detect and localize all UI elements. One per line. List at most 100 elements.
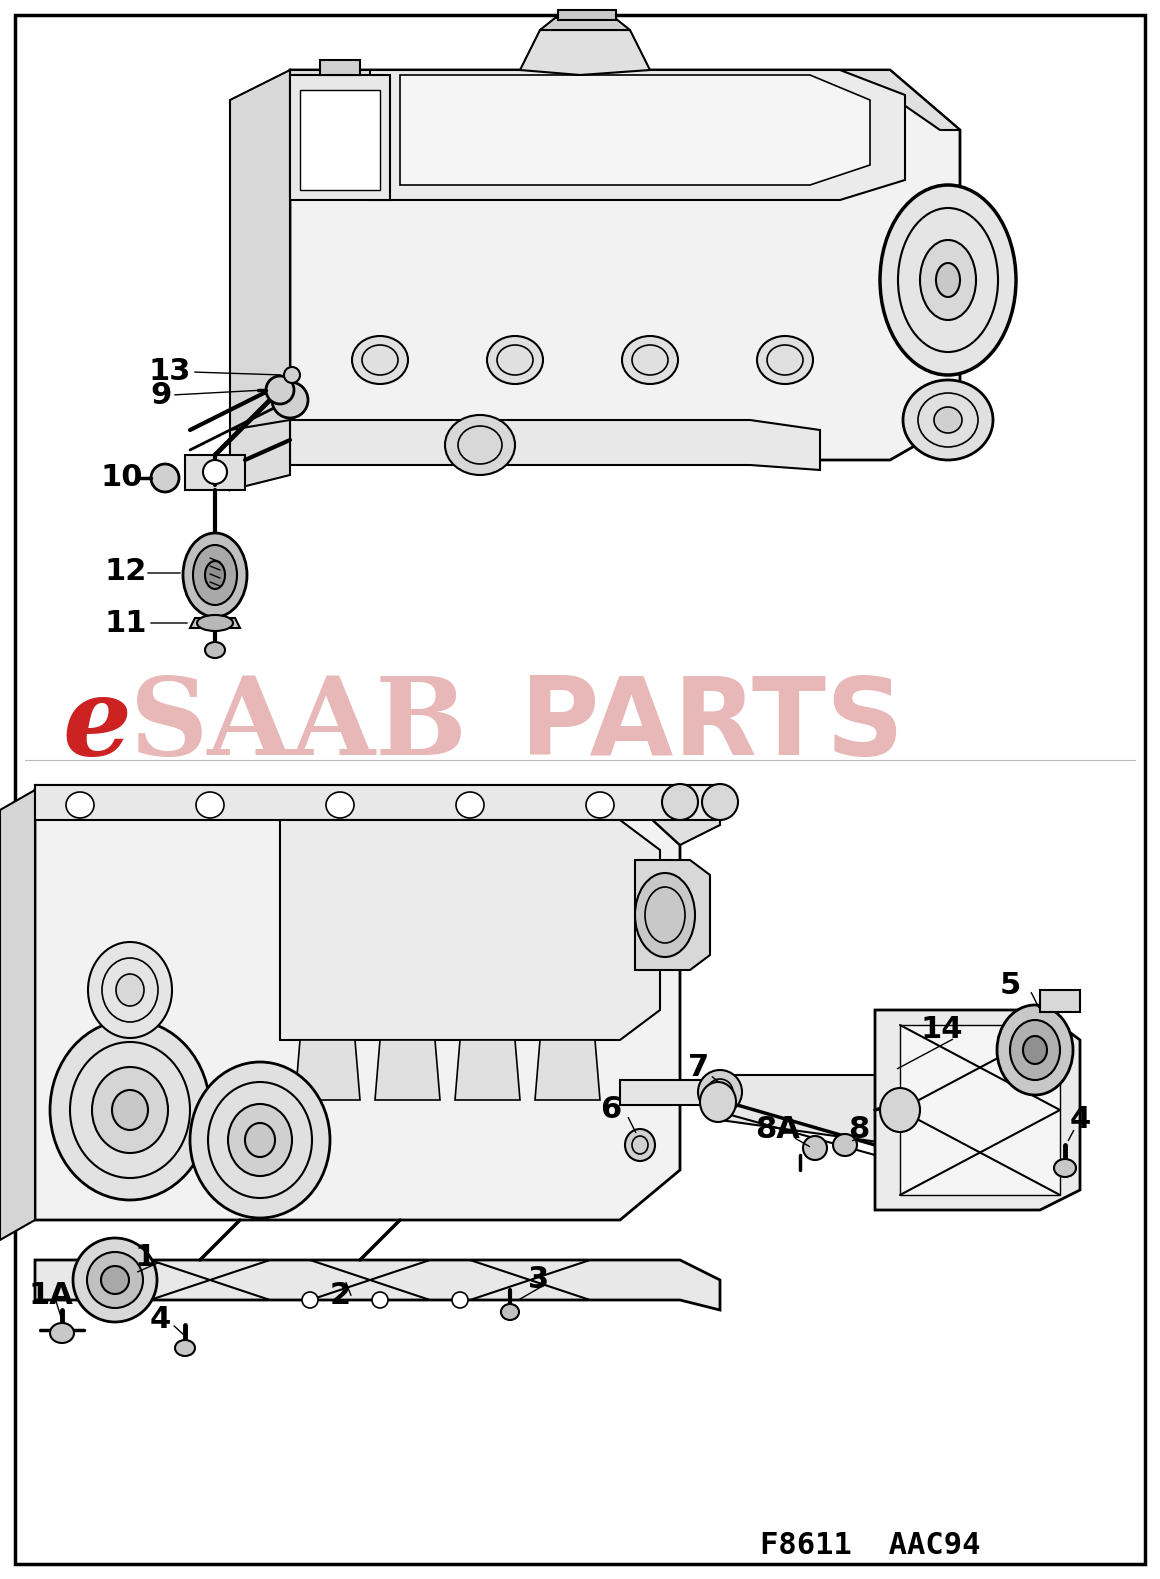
Polygon shape [400,74,870,185]
Ellipse shape [229,1104,292,1176]
Ellipse shape [698,1071,742,1115]
Text: 12: 12 [106,557,147,586]
Ellipse shape [87,1252,143,1307]
Ellipse shape [183,534,247,617]
Polygon shape [280,820,660,1041]
Ellipse shape [920,240,976,321]
Ellipse shape [1010,1020,1060,1080]
Ellipse shape [271,382,309,418]
Text: 8A: 8A [755,1115,800,1145]
Text: 5: 5 [1000,971,1021,1001]
Text: 2: 2 [329,1281,351,1309]
Text: 1A: 1A [28,1281,73,1309]
Ellipse shape [699,1082,735,1123]
Text: 6: 6 [600,1096,622,1124]
Ellipse shape [452,1292,467,1307]
Text: PARTS: PARTS [520,673,904,778]
Polygon shape [230,420,290,489]
Text: SAAB: SAAB [130,673,467,778]
Ellipse shape [880,1088,920,1132]
Polygon shape [300,90,380,189]
Ellipse shape [175,1341,195,1356]
Ellipse shape [302,1292,318,1307]
Text: 4: 4 [1070,1105,1092,1134]
Text: 10: 10 [100,464,143,493]
Text: 7: 7 [688,1053,709,1083]
Polygon shape [290,69,960,459]
Ellipse shape [501,1304,519,1320]
Ellipse shape [1023,1036,1047,1064]
Ellipse shape [50,1323,74,1344]
Ellipse shape [622,336,677,384]
Ellipse shape [934,407,962,433]
Polygon shape [619,1080,820,1124]
Polygon shape [0,790,35,1240]
Polygon shape [1041,990,1080,1012]
Polygon shape [35,790,680,1221]
Ellipse shape [101,1266,129,1295]
Text: 4: 4 [150,1306,172,1334]
Ellipse shape [625,1129,655,1161]
Polygon shape [290,74,390,201]
Ellipse shape [50,1020,210,1200]
Ellipse shape [197,614,233,632]
Polygon shape [320,60,360,74]
Polygon shape [541,17,630,30]
Ellipse shape [113,1090,148,1131]
Text: e: e [61,673,131,778]
Ellipse shape [92,1067,168,1153]
Ellipse shape [456,793,484,818]
Ellipse shape [757,336,813,384]
Ellipse shape [266,376,293,404]
Polygon shape [875,1011,1080,1210]
Ellipse shape [190,1063,329,1217]
Polygon shape [370,69,905,201]
Polygon shape [520,30,650,74]
Text: 13: 13 [148,357,190,387]
Polygon shape [35,785,720,820]
Polygon shape [535,1041,600,1101]
Polygon shape [35,785,720,845]
Polygon shape [455,1041,520,1101]
Ellipse shape [151,464,179,493]
Ellipse shape [203,459,227,485]
Bar [558,9,616,21]
Text: 11: 11 [106,608,147,638]
Text: 3: 3 [528,1265,549,1295]
Text: 14: 14 [920,1015,963,1044]
Ellipse shape [586,793,614,818]
Ellipse shape [88,943,172,1037]
Text: 8: 8 [848,1115,869,1145]
Ellipse shape [487,336,543,384]
Ellipse shape [702,785,738,820]
Ellipse shape [351,336,408,384]
Ellipse shape [635,873,695,957]
Polygon shape [230,69,290,489]
Text: F8611  AAC94: F8611 AAC94 [760,1530,980,1560]
Ellipse shape [803,1135,827,1161]
Ellipse shape [284,366,300,384]
Text: 9: 9 [150,381,172,409]
Ellipse shape [326,793,354,818]
Ellipse shape [205,643,225,658]
Polygon shape [290,420,820,471]
Polygon shape [900,1025,1060,1195]
Text: 1: 1 [135,1244,157,1273]
Ellipse shape [662,785,698,820]
Polygon shape [720,1075,950,1145]
Ellipse shape [116,974,144,1006]
Ellipse shape [193,545,237,605]
Polygon shape [635,861,710,970]
Ellipse shape [996,1004,1073,1094]
Polygon shape [375,1041,440,1101]
Polygon shape [295,1041,360,1101]
Ellipse shape [445,415,515,475]
Polygon shape [290,69,960,129]
Ellipse shape [66,793,94,818]
Ellipse shape [880,185,1016,374]
Ellipse shape [1054,1159,1076,1176]
Polygon shape [184,455,245,489]
Ellipse shape [902,381,993,459]
Polygon shape [190,617,240,628]
Ellipse shape [73,1238,157,1322]
